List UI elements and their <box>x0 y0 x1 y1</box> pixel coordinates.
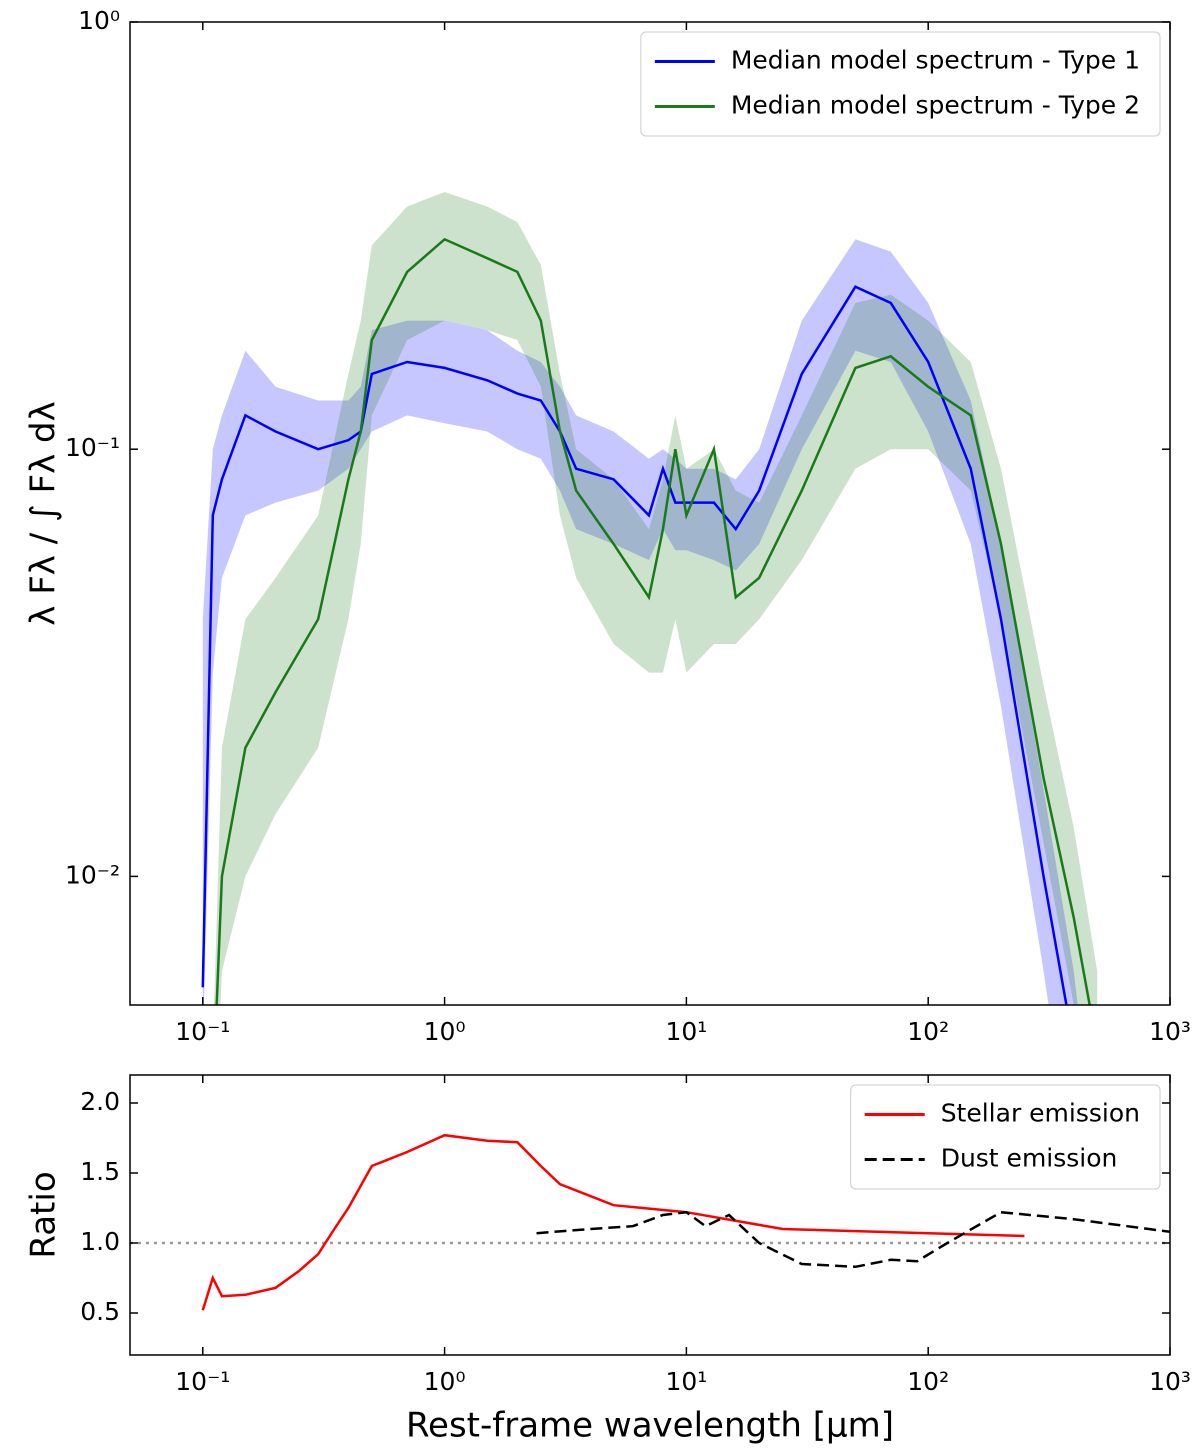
y-tick-label: 2.0 <box>80 1087 120 1116</box>
legend: Stellar emission Dust emission <box>864 1099 1140 1173</box>
x-tick-label: 10¹ <box>665 1017 707 1046</box>
plot-area <box>201 192 1098 1005</box>
x-tick-label: 10³ <box>1149 1367 1191 1396</box>
x-tick-label: 10³ <box>1149 1017 1191 1046</box>
y-axis-label: Ratio <box>24 1171 64 1258</box>
legend-label: Stellar emission <box>941 1099 1140 1128</box>
series-line <box>201 1133 1025 1311</box>
x-tick-label: 10⁻¹ <box>175 1017 230 1046</box>
x-tick-label: 10⁰ <box>424 1367 466 1396</box>
legend-label: Median model spectrum - Type 1 <box>731 46 1140 75</box>
y-tick-label: 10⁻² <box>65 860 120 889</box>
legend-label: Median model spectrum - Type 2 <box>731 91 1140 120</box>
y-tick-label: 10⁻¹ <box>65 433 120 462</box>
y-tick-label: 0.5 <box>80 1297 120 1326</box>
y-tick-label: 1.0 <box>80 1227 120 1256</box>
series-line <box>215 237 1091 1005</box>
series-line <box>201 285 1068 1005</box>
x-tick-label: 10² <box>907 1367 949 1396</box>
legend-label: Dust emission <box>941 1144 1118 1173</box>
axes-frame <box>129 21 1171 1006</box>
y-tick-label: 1.5 <box>80 1157 120 1186</box>
legend-box <box>850 1084 1161 1190</box>
x-tick-label: 10² <box>907 1017 949 1046</box>
band <box>214 192 1098 1005</box>
y-axis-label: λ Fλ / ∫ Fλ dλ <box>24 401 64 625</box>
y-tick-label: 10⁰ <box>78 6 120 35</box>
plot-area <box>130 1133 1170 1311</box>
series-line <box>536 1210 1170 1269</box>
x-tick-label: 10¹ <box>665 1367 707 1396</box>
x-axis-label: Rest-frame wavelength [μm] <box>406 1406 894 1446</box>
x-tick-label: 10⁰ <box>424 1017 466 1046</box>
legend: Median model spectrum - Type 1 Median mod… <box>654 46 1140 120</box>
axes-frame <box>129 1074 1171 1356</box>
legend-box <box>640 31 1161 137</box>
x-tick-label: 10⁻¹ <box>175 1367 230 1396</box>
